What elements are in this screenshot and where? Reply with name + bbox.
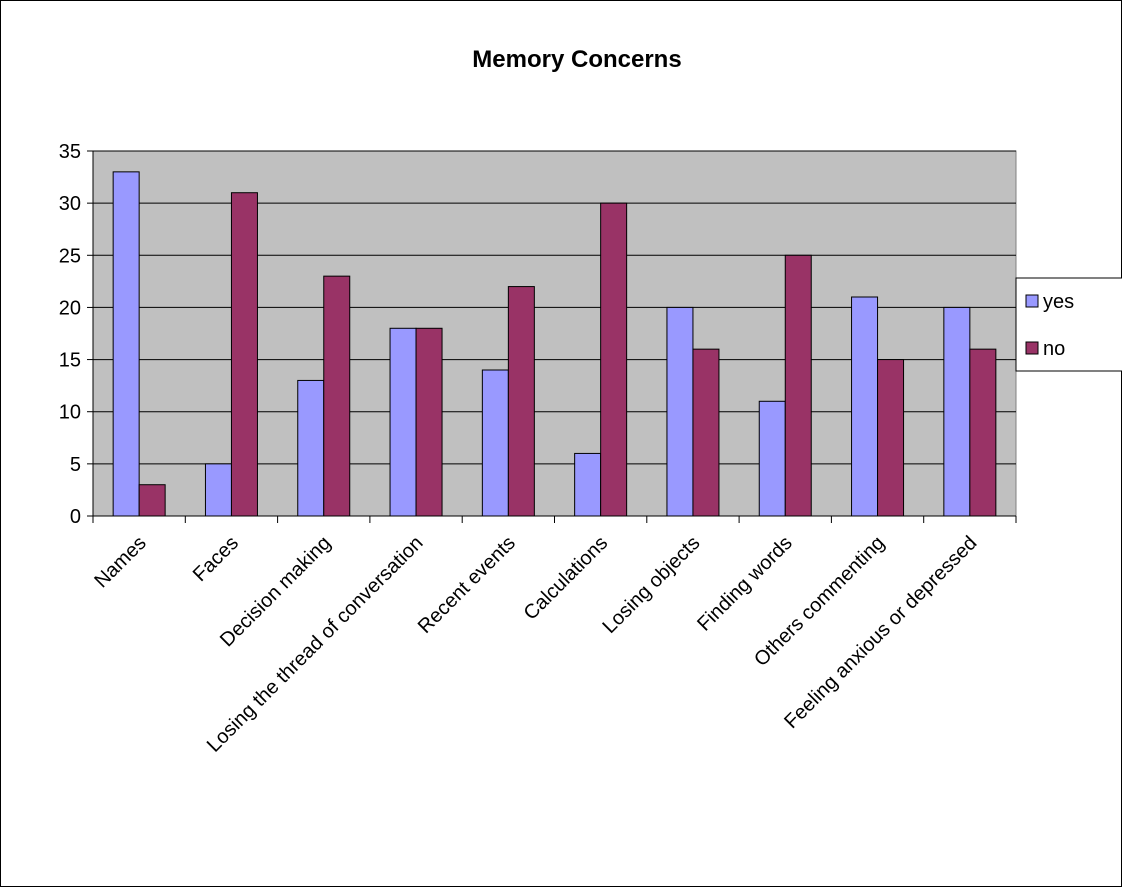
bar-no-3 <box>415 327 443 517</box>
bar-no-9 <box>969 348 997 517</box>
legend-swatch-no <box>1025 341 1039 355</box>
y-tick-label-25: 25 <box>59 245 81 267</box>
bars <box>112 171 997 517</box>
legend-swatch-yes <box>1025 294 1039 308</box>
bar-no-8 <box>877 359 905 517</box>
y-tick-label-5: 5 <box>70 454 81 476</box>
bar-no-6 <box>692 348 720 517</box>
bar-yes-3 <box>389 327 417 517</box>
y-tick-label-35: 35 <box>59 141 81 163</box>
bar-no-5 <box>600 202 628 517</box>
axes <box>87 150 1017 523</box>
legend-label-yes: yes <box>1043 291 1074 313</box>
bar-no-4 <box>507 286 535 517</box>
bar-no-7 <box>784 254 812 517</box>
x-tick-label-0: Names <box>90 532 150 592</box>
x-tick-label-4: Recent events <box>414 532 520 638</box>
bar-no-1 <box>230 192 258 517</box>
y-tick-label-20: 20 <box>59 297 81 319</box>
y-tick-label-0: 0 <box>70 506 81 528</box>
x-tick-label-5: Calculations <box>520 532 613 625</box>
bar-yes-2 <box>297 379 325 517</box>
bar-yes-6 <box>666 306 694 517</box>
y-tick-label-30: 30 <box>59 193 81 215</box>
y-axis-tick-labels: 0 5 10 15 20 25 30 35 <box>59 141 81 528</box>
bar-yes-8 <box>851 296 879 517</box>
x-tick-label-6: Losing objects <box>599 532 705 638</box>
bar-yes-7 <box>758 400 786 517</box>
bar-yes-0 <box>112 171 140 517</box>
x-tick-label-1: Faces <box>189 532 243 586</box>
legend: yes no <box>1015 277 1122 372</box>
bar-no-0 <box>138 484 166 517</box>
y-tick-label-15: 15 <box>59 350 81 372</box>
bar-yes-5 <box>574 452 602 517</box>
bar-yes-1 <box>204 463 232 517</box>
x-tick-label-7: Finding words <box>693 532 797 636</box>
bar-yes-9 <box>943 306 971 517</box>
bar-yes-4 <box>481 369 509 517</box>
chart-title: Memory Concerns <box>472 46 681 73</box>
y-tick-label-10: 10 <box>59 402 81 424</box>
bar-no-2 <box>323 275 351 517</box>
legend-label-no: no <box>1043 338 1065 360</box>
x-tick-label-9: Feeling anxious or depressed <box>780 532 981 733</box>
legend-box <box>1015 277 1122 372</box>
